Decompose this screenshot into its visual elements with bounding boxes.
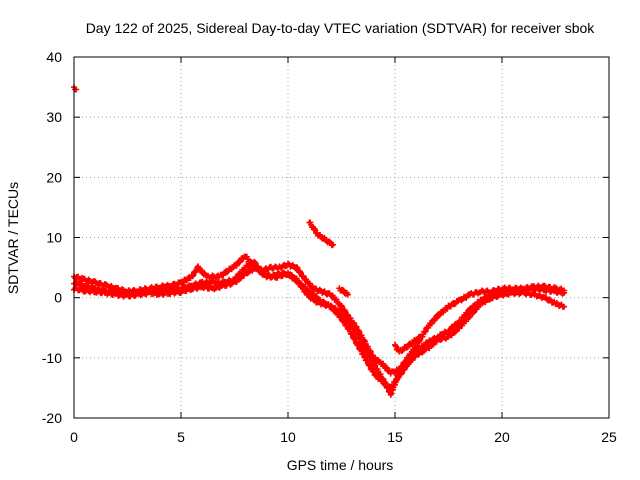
data-point — [312, 293, 319, 300]
data-point — [190, 272, 197, 279]
data-point — [403, 344, 410, 351]
y-tick-label: 20 — [46, 169, 62, 185]
data-point — [297, 280, 304, 287]
data-point — [312, 227, 319, 234]
y-tick-label: -10 — [42, 350, 62, 366]
series-sat-b — [71, 258, 568, 391]
data-point — [305, 287, 312, 294]
data-point — [345, 317, 352, 324]
data-point — [432, 315, 439, 322]
series-sat-f — [71, 84, 80, 93]
y-tick-label: -20 — [42, 410, 62, 426]
data-point — [470, 309, 477, 316]
x-tick-label: 5 — [177, 429, 185, 445]
x-tick-label: 0 — [70, 429, 78, 445]
data-point — [456, 325, 463, 332]
data-point — [428, 320, 435, 327]
x-tick-label: 20 — [494, 429, 510, 445]
ticks-layer: 0 5 10 15 20 25 -20 -10 0 10 20 30 40 — [42, 49, 617, 445]
y-axis-label: SDTVAR / TECUs — [5, 182, 21, 294]
series-sat-e — [392, 333, 424, 355]
data-point — [561, 303, 568, 310]
data-point — [297, 269, 304, 276]
data-point — [294, 264, 301, 271]
y-tick-label: 40 — [46, 49, 62, 65]
y-tick-label: 0 — [54, 290, 62, 306]
data-point — [400, 366, 407, 373]
series-sat-g — [336, 285, 351, 298]
series-sat-d — [306, 219, 336, 249]
data-point — [339, 286, 346, 293]
y-tick-label: 10 — [46, 230, 62, 246]
x-tick-label: 25 — [601, 429, 617, 445]
x-axis-label: GPS time / hours — [287, 457, 394, 473]
chart-title: Day 122 of 2025, Sidereal Day-to-day VTE… — [86, 20, 596, 36]
points-layer — [71, 84, 568, 398]
x-tick-label: 10 — [280, 429, 296, 445]
data-point — [383, 364, 390, 371]
data-point — [546, 296, 553, 303]
data-point — [329, 241, 336, 248]
series-sat-a — [71, 253, 568, 377]
data-point — [451, 329, 458, 336]
data-point — [469, 310, 476, 317]
data-point — [338, 303, 345, 310]
data-point — [417, 333, 424, 340]
x-tick-label: 15 — [387, 429, 403, 445]
data-point — [392, 343, 399, 350]
data-point — [561, 289, 568, 296]
series-sat-c — [71, 264, 568, 398]
data-point — [435, 312, 442, 319]
y-tick-label: 30 — [46, 109, 62, 125]
data-point — [344, 291, 351, 298]
data-point — [189, 273, 196, 280]
data-point — [236, 259, 243, 266]
grid-layer — [74, 57, 609, 418]
